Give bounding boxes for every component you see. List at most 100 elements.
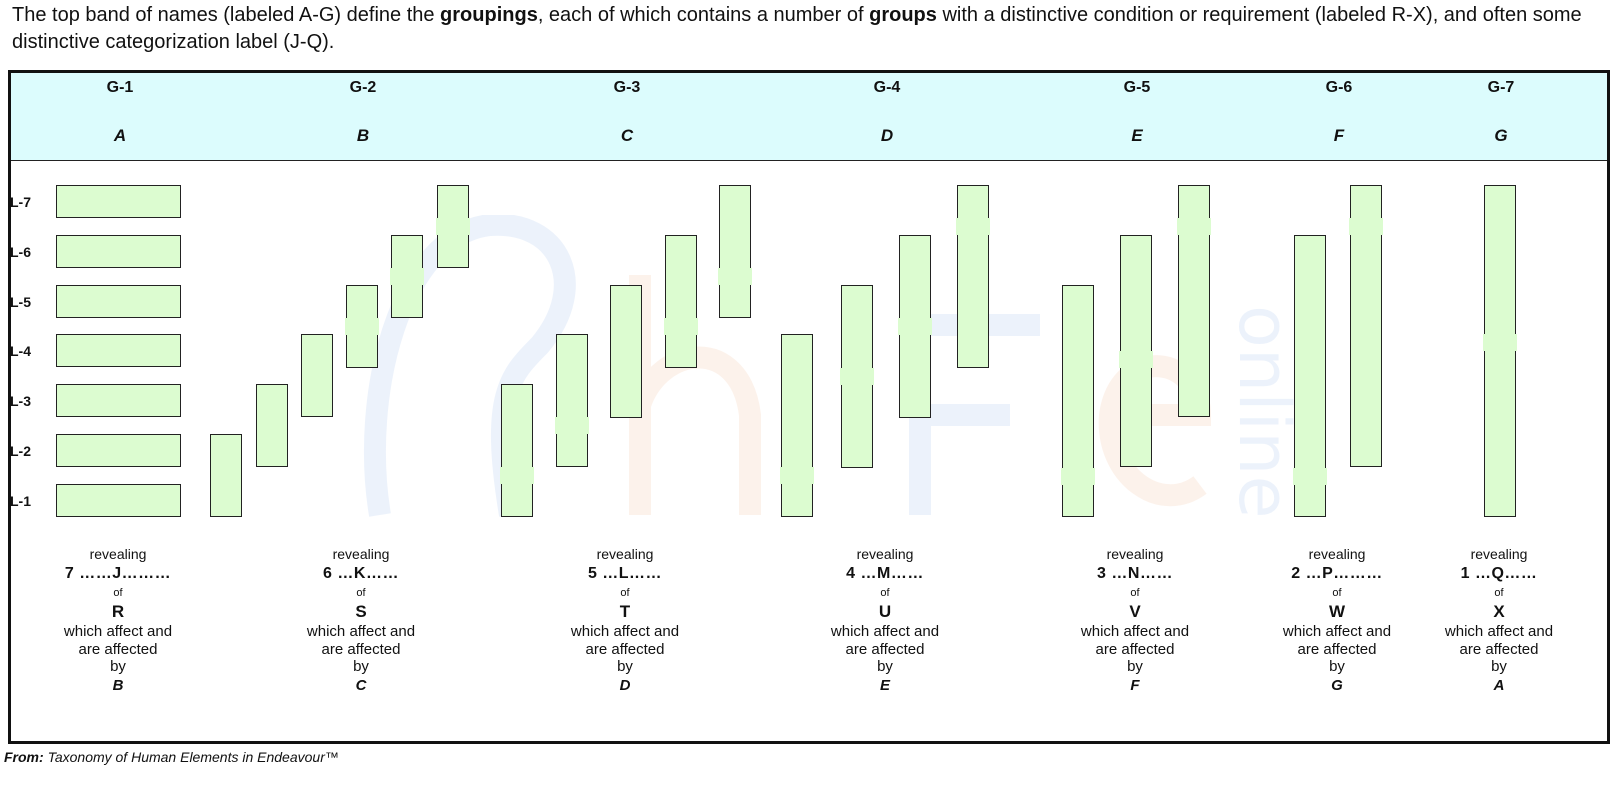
caption-of: of bbox=[880, 587, 890, 599]
caption-group: S bbox=[355, 602, 367, 621]
intro-text: The top band of names (labeled A-G) defi… bbox=[12, 2, 1602, 56]
grouping-letter-6: F bbox=[1333, 126, 1345, 145]
level-label-3: L-3 bbox=[10, 393, 31, 409]
intro-part-3: with a distinctive condition or requirem… bbox=[12, 4, 1582, 53]
caption-group: W bbox=[1328, 602, 1346, 621]
group-bar bbox=[1177, 185, 1211, 417]
level-label-5: L-5 bbox=[10, 294, 31, 310]
caption-affect-2: are affected bbox=[585, 640, 665, 658]
caption-by-word: by bbox=[1491, 658, 1507, 675]
diagram-frame: G-1 G-2 G-3 G-4 G-5 G-6 G-7 A B C D E F … bbox=[8, 70, 1610, 744]
grouping-letter-4: D bbox=[880, 126, 894, 145]
caption-by-letter: F bbox=[1130, 676, 1140, 694]
caption-affect-1: which affect and bbox=[570, 623, 680, 640]
caption-by-letter: C bbox=[355, 676, 367, 694]
caption-revealing: revealing bbox=[596, 546, 654, 562]
grouping-name-5: G-5 bbox=[1123, 79, 1151, 96]
caption-revealing: revealing bbox=[332, 546, 390, 562]
grouping-letter-5: E bbox=[1131, 126, 1143, 145]
group-bar bbox=[780, 334, 814, 517]
group-bar bbox=[956, 185, 990, 368]
caption-revealing: revealing bbox=[1106, 546, 1164, 562]
caption-grouping-1: revealing 7 ……J……… of R which affect and… bbox=[48, 545, 188, 696]
group-box bbox=[56, 484, 181, 517]
intro-groups: groups bbox=[869, 4, 937, 26]
level-label-7: L-7 bbox=[10, 194, 31, 210]
caption-affect-2: are affected bbox=[1297, 640, 1377, 658]
group-box bbox=[56, 285, 181, 318]
caption-grouping-6: revealing 2 …P……… of W which affect and … bbox=[1267, 545, 1407, 696]
grouping-name-1: G-1 bbox=[106, 79, 134, 96]
caption-count: 1 …Q…… bbox=[1460, 565, 1538, 582]
group-bar bbox=[345, 285, 379, 368]
caption-affect-2: are affected bbox=[845, 640, 925, 658]
group-box bbox=[56, 185, 181, 218]
group-bar bbox=[1061, 285, 1095, 517]
caption-group: V bbox=[1129, 602, 1141, 621]
caption-count: 6 …K…… bbox=[323, 565, 399, 582]
caption-affect-1: which affect and bbox=[1444, 623, 1554, 640]
group-bar bbox=[256, 384, 288, 467]
group-bar bbox=[500, 384, 534, 517]
caption-of: of bbox=[113, 587, 123, 599]
caption-group: U bbox=[878, 602, 892, 621]
grouping-letter-3: C bbox=[620, 126, 634, 145]
grouping-name-3: G-3 bbox=[613, 79, 641, 96]
caption-group: T bbox=[619, 602, 631, 621]
caption-of: of bbox=[356, 587, 366, 599]
source-label: From: bbox=[4, 749, 44, 765]
grouping-letter-7: G bbox=[1494, 126, 1508, 145]
group-bar bbox=[840, 285, 874, 468]
level-label-4: L-4 bbox=[10, 343, 31, 359]
level-label-2: L-2 bbox=[10, 443, 31, 459]
caption-grouping-2: revealing 6 …K…… of S which affect and a… bbox=[291, 545, 431, 696]
group-bar bbox=[390, 235, 424, 318]
caption-by-letter: G bbox=[1331, 676, 1343, 694]
caption-count: 5 …L…… bbox=[587, 565, 663, 582]
group-bar bbox=[1119, 235, 1153, 467]
grouping-name-4: G-4 bbox=[873, 79, 901, 96]
caption-of: of bbox=[620, 587, 630, 599]
grouping-name-7: G-7 bbox=[1487, 79, 1515, 96]
caption-grouping-5: revealing 3 …N…… of V which affect and a… bbox=[1065, 545, 1205, 696]
caption-of: of bbox=[1494, 587, 1504, 599]
group-bar bbox=[664, 235, 698, 368]
caption-grouping-3: revealing 5 …L…… of T which affect and a… bbox=[555, 545, 695, 696]
group-bar bbox=[301, 334, 333, 417]
caption-by-word: by bbox=[1329, 658, 1345, 675]
group-bar bbox=[555, 334, 589, 467]
groupings-header-band: G-1 G-2 G-3 G-4 G-5 G-6 G-7 A B C D E F … bbox=[11, 73, 1607, 161]
caption-of: of bbox=[1332, 587, 1342, 599]
source-citation: From: Taxonomy of Human Elements in Ende… bbox=[4, 749, 339, 765]
caption-by-letter: A bbox=[1493, 676, 1505, 694]
group-bar bbox=[1483, 185, 1517, 517]
caption-group: X bbox=[1493, 602, 1505, 621]
caption-affect-2: are affected bbox=[1459, 640, 1539, 658]
caption-affect-1: which affect and bbox=[1080, 623, 1190, 640]
caption-affect-1: which affect and bbox=[830, 623, 940, 640]
caption-count: 3 …N…… bbox=[1097, 565, 1173, 582]
caption-count: 4 …M…… bbox=[846, 565, 924, 582]
source-title: Taxonomy of Human Elements in Endeavour™ bbox=[47, 749, 339, 765]
level-label-6: L-6 bbox=[10, 244, 31, 260]
intro-part-1: The top band of names (labeled A-G) defi… bbox=[12, 4, 441, 26]
caption-by-word: by bbox=[877, 658, 893, 675]
group-box bbox=[56, 334, 181, 367]
group-bar bbox=[210, 434, 242, 517]
caption-by-letter: D bbox=[619, 676, 631, 694]
caption-affect-1: which affect and bbox=[306, 623, 416, 640]
grouping-letter-2: B bbox=[356, 126, 370, 145]
caption-affect-1: which affect and bbox=[63, 623, 173, 640]
group-bar bbox=[436, 185, 470, 268]
grouping-name-2: G-2 bbox=[349, 79, 377, 96]
group-bar bbox=[1349, 185, 1383, 467]
grouping-name-6: G-6 bbox=[1325, 79, 1353, 96]
caption-revealing: revealing bbox=[89, 546, 147, 562]
caption-by-letter: B bbox=[112, 676, 124, 694]
caption-by-word: by bbox=[1127, 658, 1143, 675]
level-label-1: L-1 bbox=[10, 493, 31, 509]
caption-by-word: by bbox=[617, 658, 633, 675]
caption-grouping-4: revealing 4 …M…… of U which affect and a… bbox=[815, 545, 955, 696]
caption-by-word: by bbox=[353, 658, 369, 675]
caption-revealing: revealing bbox=[1308, 546, 1366, 562]
